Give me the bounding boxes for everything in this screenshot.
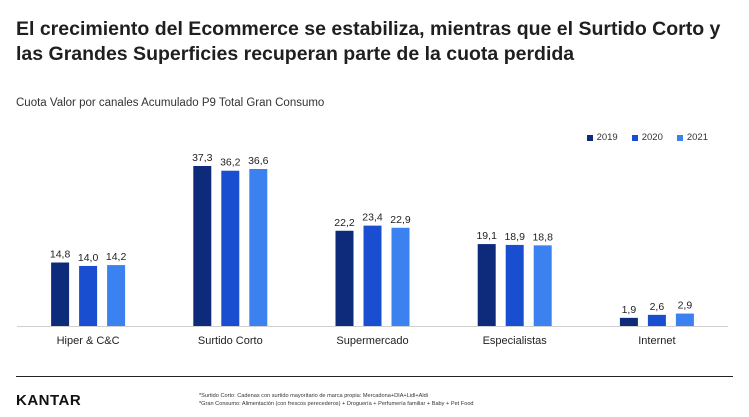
data-label-2021-0: 14,2 (106, 251, 127, 263)
data-label-2019-1: 37,3 (192, 152, 213, 164)
bar-2020-3 (505, 244, 524, 326)
category-label-1: Surtido Corto (198, 335, 263, 347)
bar-2021-4 (675, 313, 694, 326)
data-label-2019-0: 14,8 (50, 249, 71, 261)
category-label-3: Especialistas (483, 335, 548, 347)
footer-divider (16, 376, 733, 377)
bar-2019-4 (619, 317, 638, 326)
footnote-surtido-corto: *Surtido Corto: Cadenas con surtido mayo… (199, 393, 428, 399)
data-label-2021-4: 2,9 (678, 300, 693, 312)
category-label-4: Internet (638, 335, 675, 347)
bar-2020-0 (79, 265, 98, 326)
legend-item-2019: 2019 (586, 132, 618, 143)
bar-2020-1 (221, 170, 240, 326)
legend-item-2021: 2021 (676, 132, 708, 143)
page-title: El crecimiento del Ecommerce se estabili… (16, 18, 721, 65)
footnote-gran-consumo: *Gran Consumo: Alimentación (con frescos… (199, 401, 474, 407)
bar-2019-3 (477, 244, 496, 326)
bar-2021-3 (533, 245, 552, 326)
data-label-2020-2: 23,4 (362, 212, 383, 224)
legend-swatch-2020 (631, 134, 638, 141)
data-label-2019-2: 22,2 (334, 217, 355, 229)
bar-2019-1 (193, 166, 212, 326)
data-label-2021-2: 22,9 (390, 214, 411, 226)
bar-2021-0 (107, 265, 126, 326)
data-label-2020-3: 18,9 (504, 231, 525, 243)
legend-label-2020: 2020 (641, 132, 663, 143)
chart-legend: 2019 2020 2021 (586, 132, 708, 143)
data-label-2019-4: 1,9 (622, 304, 637, 316)
kantar-logo: KANTAR (16, 392, 82, 409)
data-label-2020-1: 36,2 (220, 157, 241, 169)
bar-2019-2 (335, 230, 354, 326)
data-label-2021-3: 18,8 (532, 231, 553, 243)
legend-swatch-2019 (586, 134, 593, 141)
footnotes: *Surtido Corto: Cadenas con surtido mayo… (199, 392, 474, 408)
bar-2019-0 (51, 262, 70, 326)
data-label-2020-4: 2,6 (650, 301, 665, 313)
category-label-0: Hiper & C&C (57, 335, 120, 347)
legend-label-2019: 2019 (596, 132, 618, 143)
bar-2021-2 (391, 227, 410, 326)
legend-swatch-2021 (676, 134, 683, 141)
legend-item-2020: 2020 (631, 132, 663, 143)
bar-2020-4 (647, 314, 666, 326)
bar-2020-2 (363, 225, 382, 326)
category-label-2: Supermercado (336, 335, 408, 347)
chart-subtitle: Cuota Valor por canales Acumulado P9 Tot… (16, 97, 325, 109)
legend-label-2021: 2021 (686, 132, 708, 143)
bar-2021-1 (249, 169, 268, 326)
data-label-2019-3: 19,1 (476, 230, 497, 242)
data-label-2020-0: 14,0 (78, 252, 99, 264)
data-label-2021-1: 36,6 (248, 155, 269, 167)
